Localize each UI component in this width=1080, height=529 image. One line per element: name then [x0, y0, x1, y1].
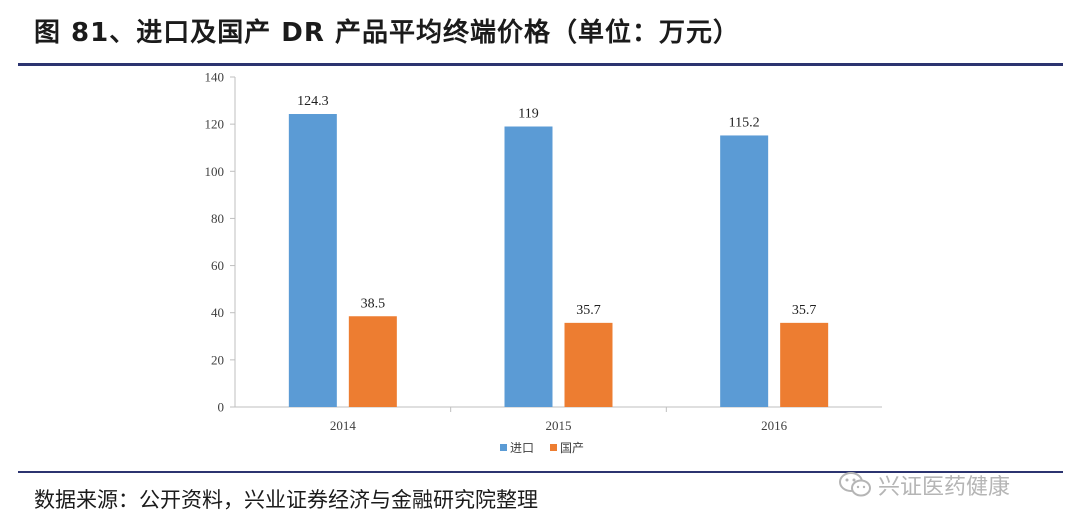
bar-imported-2015 [504, 126, 553, 407]
data-label: 35.7 [576, 303, 601, 318]
watermark: 兴证医药健康 [838, 467, 1010, 503]
chart-title: 图 81、进口及国产 DR 产品平均终端价格（单位：万元） [34, 18, 740, 48]
data-label: 38.5 [361, 296, 386, 311]
data-label: 35.7 [792, 303, 817, 318]
x-tick-label: 2014 [330, 418, 357, 433]
data-label: 124.3 [297, 94, 329, 109]
wechat-icon [839, 472, 871, 497]
bar-imported-2014 [288, 114, 337, 407]
chart-data-labels: 124.3 38.5 119 35.7 115.2 35.7 [297, 94, 816, 318]
bar-domestic-2015 [564, 322, 613, 407]
bar-imported-2016 [720, 135, 769, 407]
legend-label: 进口 [510, 441, 534, 455]
source-divider [18, 471, 1063, 473]
title-divider [18, 63, 1063, 66]
y-tick-label: 0 [218, 400, 225, 415]
chart-legend: 进口 国产 [500, 441, 584, 455]
watermark-text: 兴证医药健康 [878, 475, 1011, 500]
x-tick-label: 2016 [761, 418, 788, 433]
y-tick-label: 20 [211, 352, 224, 367]
bar-domestic-2014 [348, 316, 397, 407]
data-label: 119 [518, 107, 538, 122]
legend-swatch [500, 444, 507, 451]
y-tick-label: 80 [211, 211, 224, 226]
bar-domestic-2016 [780, 322, 829, 407]
chart-axes: 0 20 40 60 80 100 120 140 2014 2015 2016 [205, 70, 882, 433]
y-tick-label: 60 [211, 258, 224, 273]
x-tick-label: 2015 [546, 418, 572, 433]
y-tick-label: 120 [205, 117, 225, 132]
y-tick-label: 40 [211, 305, 224, 320]
y-tick-label: 100 [205, 164, 225, 179]
legend-swatch [550, 444, 557, 451]
chart-bars [288, 114, 829, 407]
y-tick-label: 140 [205, 70, 225, 85]
data-source-note: 数据来源：公开资料，兴业证券经济与金融研究院整理 [34, 488, 538, 512]
legend-label: 国产 [560, 441, 584, 455]
bar-chart: 0 20 40 60 80 100 120 140 2014 2015 2016 124.3 38.5… [205, 70, 882, 455]
data-label: 115.2 [729, 115, 760, 130]
